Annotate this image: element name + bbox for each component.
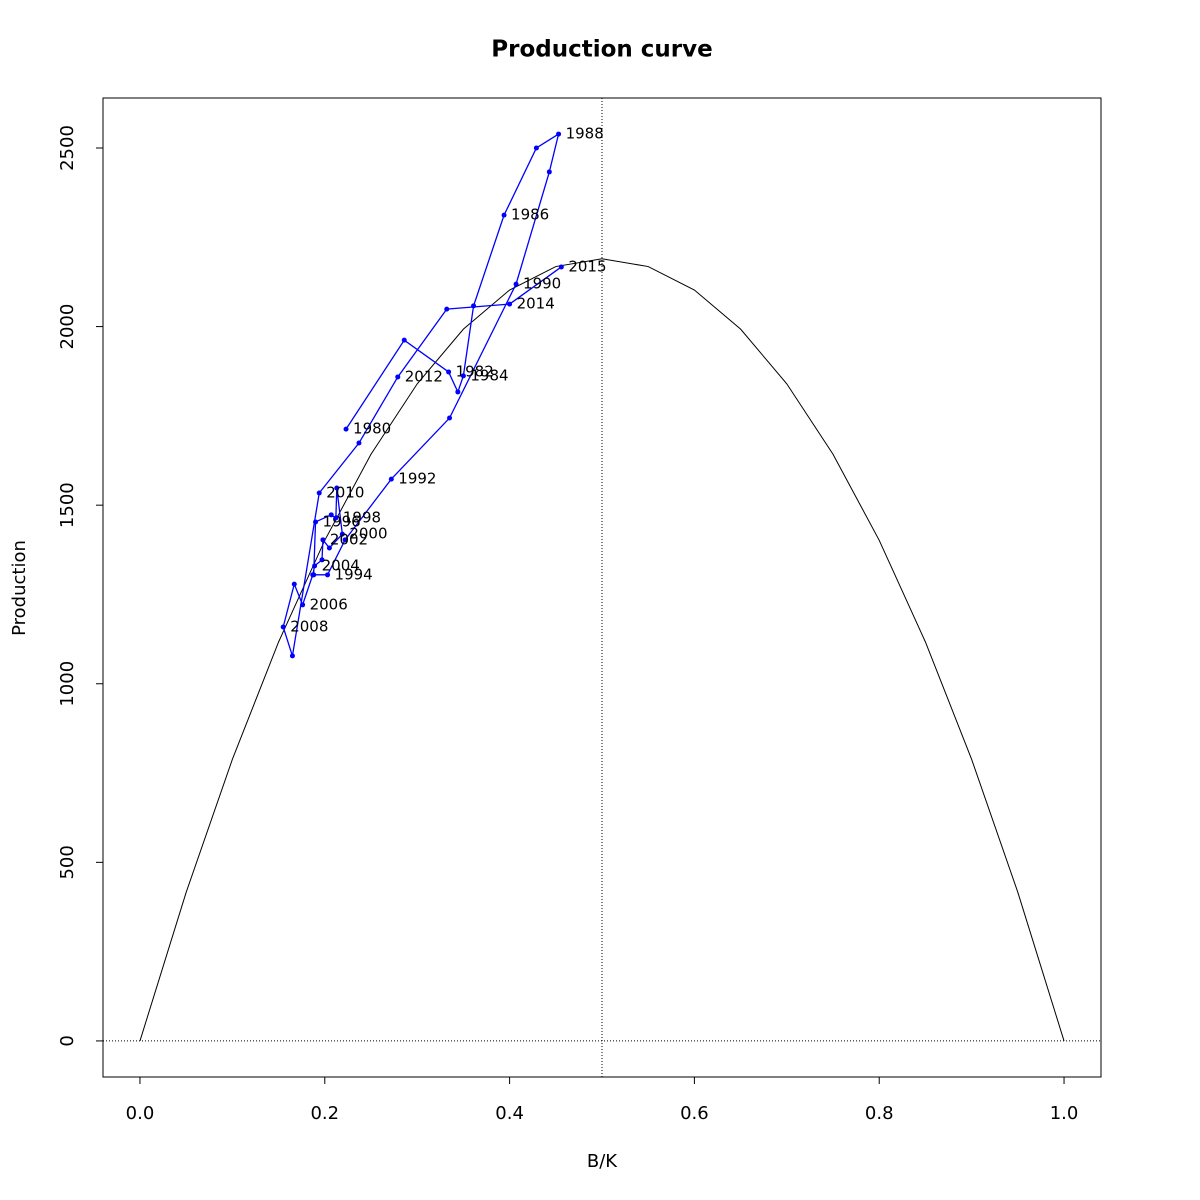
data-point <box>507 301 513 307</box>
point-label: 1980 <box>353 420 391 438</box>
data-point <box>313 519 319 525</box>
data-point <box>325 572 331 578</box>
data-point <box>319 557 325 563</box>
production-curve <box>139 258 1065 1042</box>
data-point <box>446 369 452 375</box>
data-point <box>401 337 407 343</box>
y-tick-label: 1500 <box>57 482 78 528</box>
data-point <box>300 602 306 608</box>
point-label: 1992 <box>398 470 436 488</box>
x-tick-label: 0.6 <box>680 1103 709 1124</box>
data-point <box>460 373 466 379</box>
data-point <box>280 624 286 630</box>
point-label: 1986 <box>511 206 549 224</box>
data-point <box>326 545 332 551</box>
y-tick-label: 0 <box>57 1035 78 1046</box>
point-label: 2014 <box>517 295 555 313</box>
x-tick-label: 0.4 <box>495 1103 524 1124</box>
chart-title: Production curve <box>491 37 712 63</box>
data-point <box>343 426 349 432</box>
point-label: 2012 <box>405 367 443 385</box>
data-point <box>444 306 450 312</box>
data-point <box>289 653 295 659</box>
data-point <box>333 515 339 521</box>
data-point <box>533 145 539 151</box>
data-point <box>328 512 334 518</box>
data-point <box>501 212 507 218</box>
data-point <box>556 131 562 137</box>
point-label: 2004 <box>322 556 360 574</box>
data-point <box>447 415 453 421</box>
x-tick-label: 0.0 <box>126 1103 155 1124</box>
point-label: 1984 <box>470 366 508 384</box>
data-point <box>339 531 345 537</box>
y-axis-label: Production <box>9 540 30 636</box>
data-point <box>316 490 322 496</box>
point-label: 2000 <box>349 525 387 543</box>
data-point <box>471 303 477 309</box>
point-label: 2002 <box>330 530 368 548</box>
point-label: 1990 <box>523 275 561 293</box>
data-point <box>291 581 297 587</box>
x-axis-label: B/K <box>587 1151 618 1172</box>
data-point <box>513 281 519 287</box>
data-point <box>558 264 564 270</box>
point-label: 2006 <box>310 595 348 613</box>
data-point <box>546 169 552 175</box>
data-point <box>310 572 316 578</box>
data-point <box>395 374 401 380</box>
y-tick-label: 2500 <box>57 125 78 171</box>
point-label: 1998 <box>343 509 381 527</box>
data-point <box>342 537 348 543</box>
data-point <box>356 440 362 446</box>
point-label: 2015 <box>568 257 606 275</box>
point-label: 2010 <box>326 484 364 502</box>
data-point <box>388 476 394 482</box>
data-point <box>320 537 326 543</box>
point-label: 2008 <box>290 617 328 635</box>
data-point <box>312 563 318 569</box>
data-point <box>334 485 340 491</box>
data-point <box>455 389 461 395</box>
x-tick-label: 0.2 <box>310 1103 339 1124</box>
point-label: 1988 <box>566 125 604 143</box>
y-tick-label: 2000 <box>57 304 78 350</box>
y-tick-label: 500 <box>57 845 78 879</box>
point-label: 1994 <box>335 565 373 583</box>
x-tick-label: 1.0 <box>1050 1103 1079 1124</box>
x-tick-label: 0.8 <box>865 1103 894 1124</box>
trajectory-line <box>282 132 562 657</box>
y-tick-label: 1000 <box>57 661 78 707</box>
